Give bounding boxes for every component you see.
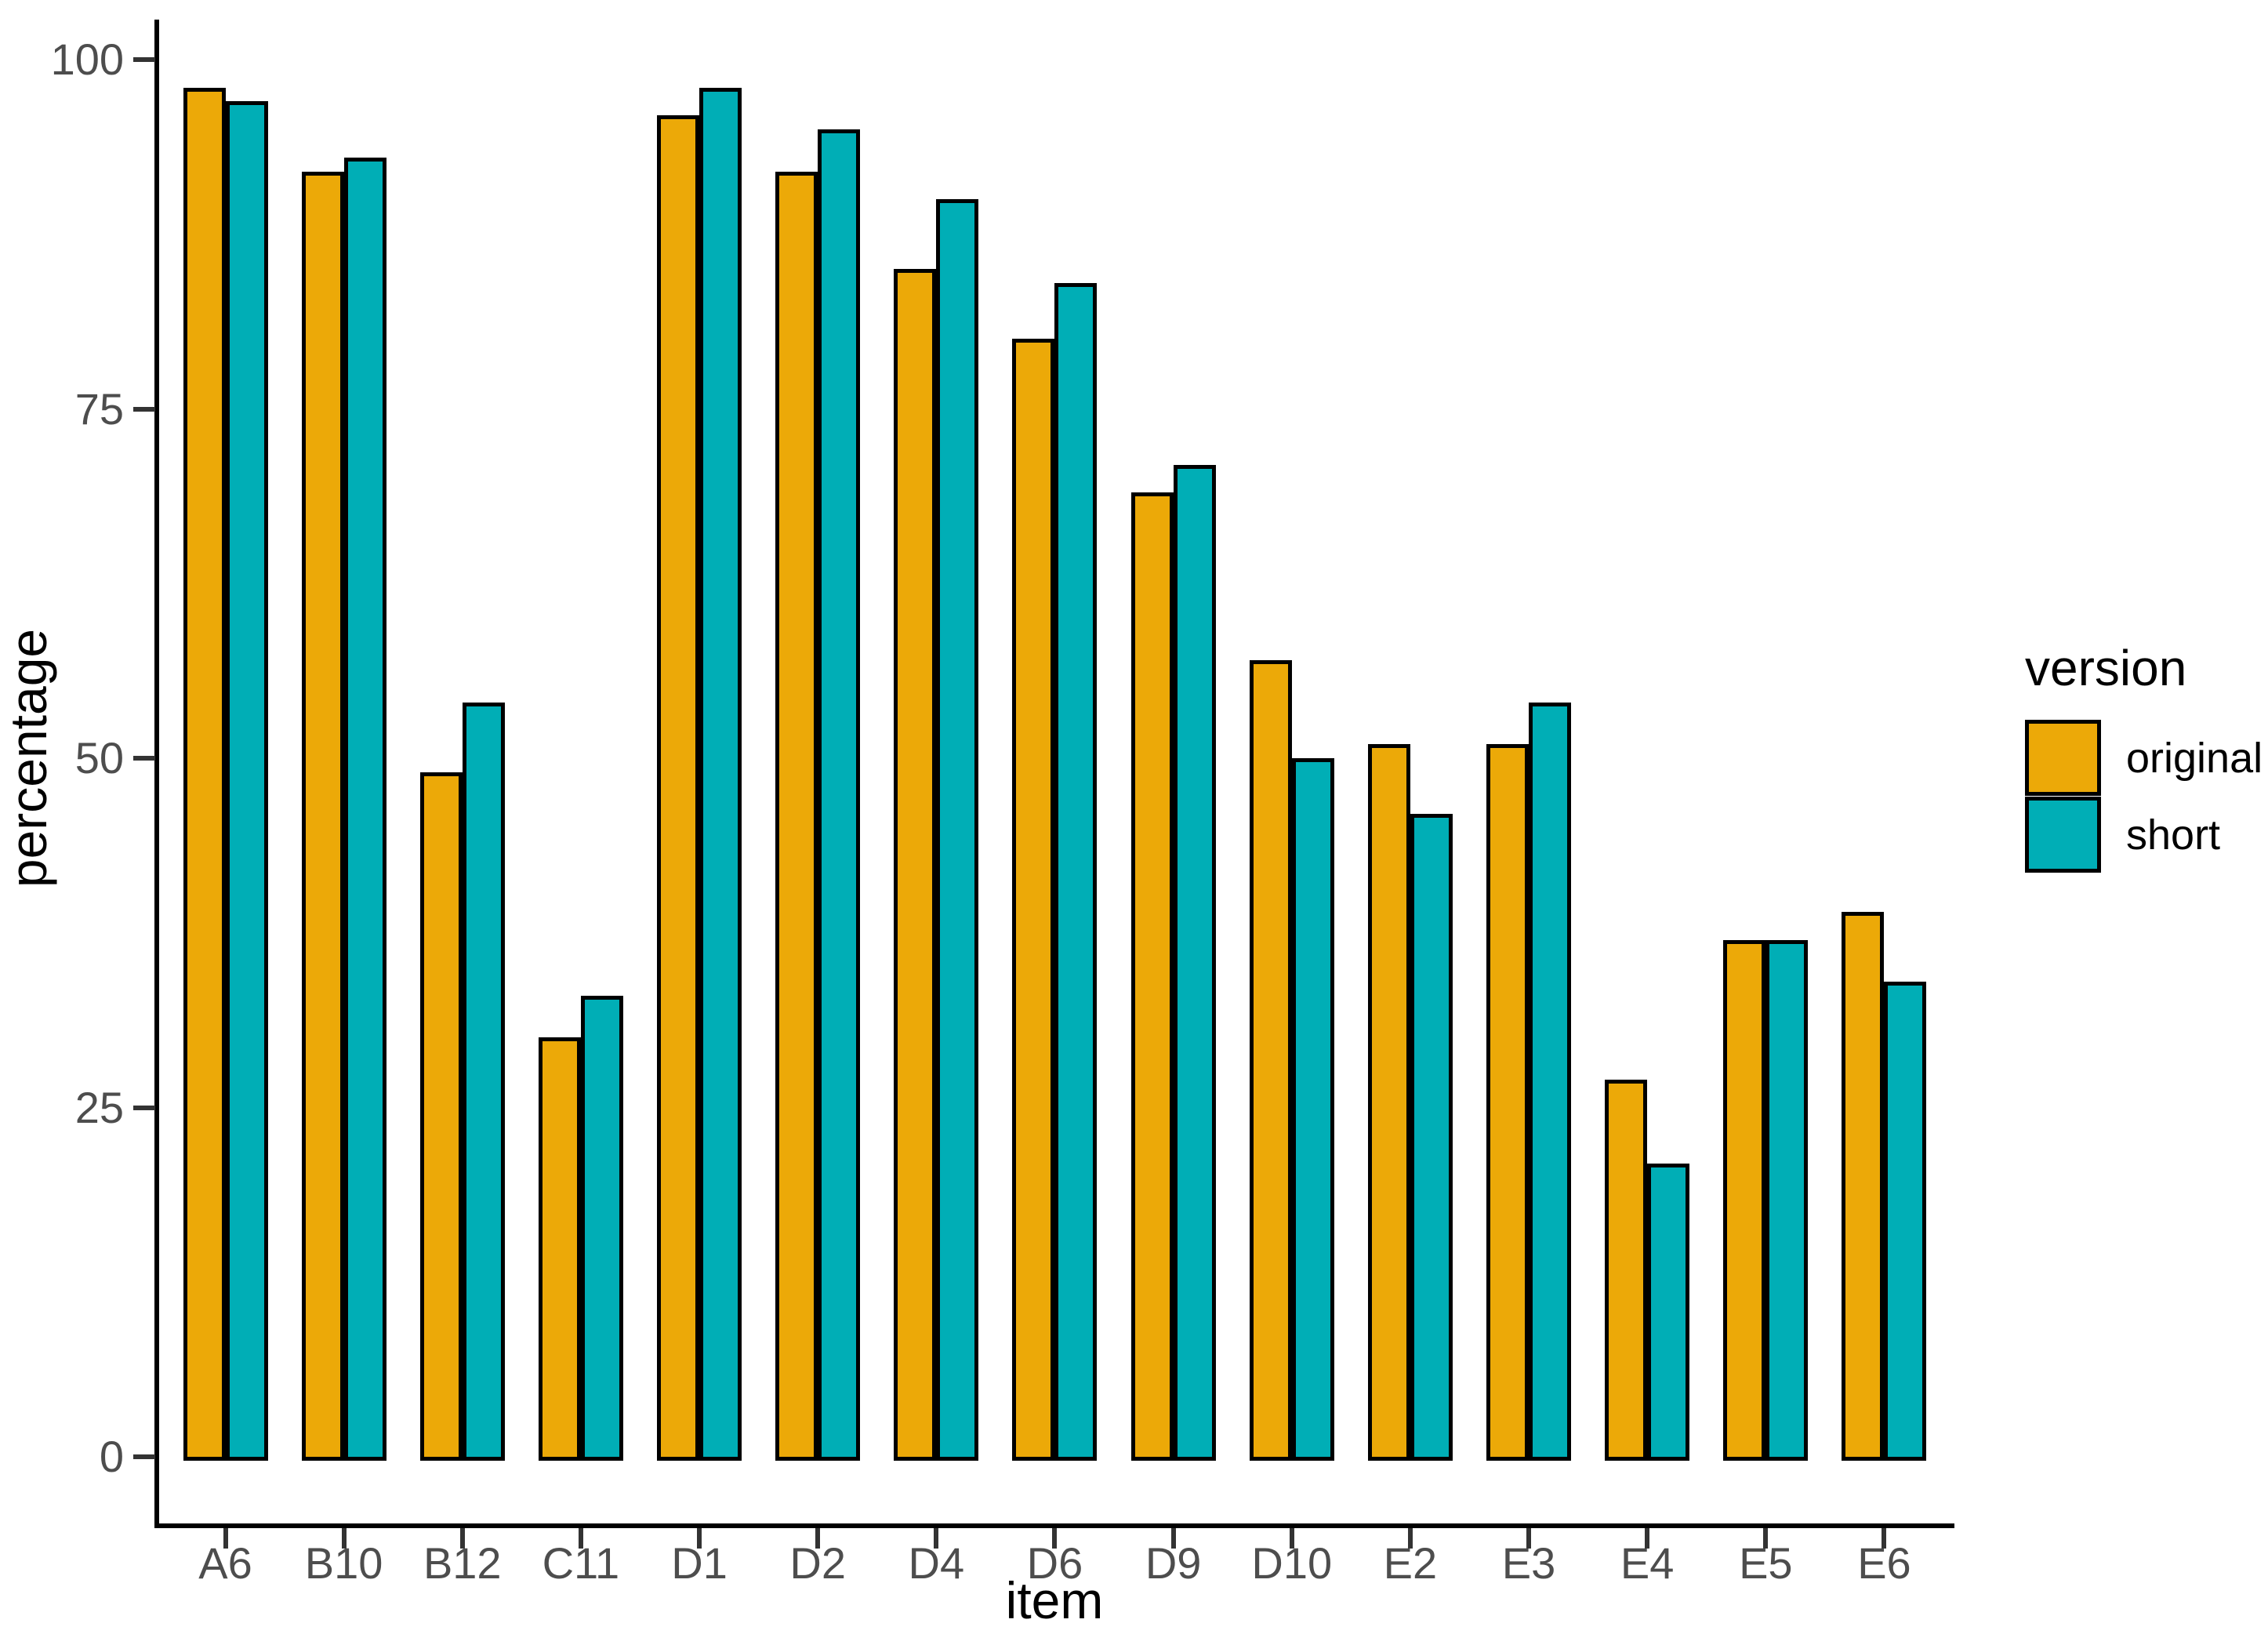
x-axis-line <box>154 1523 1954 1528</box>
x-tick-label: D9 <box>1145 1538 1202 1588</box>
bar-C11-short <box>580 995 623 1461</box>
bar-B12-short <box>462 702 505 1461</box>
bar-E5-short <box>1765 939 1809 1461</box>
legend-swatch-short <box>2025 796 2101 873</box>
x-tick-label: E6 <box>1857 1538 1911 1588</box>
y-tick-label: 0 <box>99 1432 124 1481</box>
bar-B10-original <box>301 171 344 1461</box>
bar-E3-original <box>1486 744 1530 1461</box>
x-tick-label: E4 <box>1620 1538 1675 1588</box>
bar-D4-short <box>936 199 979 1461</box>
legend-swatch-original <box>2025 720 2101 796</box>
x-tick-mark <box>1170 1528 1176 1549</box>
legend-label-short: short <box>2126 811 2221 859</box>
x-tick-label: E3 <box>1501 1538 1556 1588</box>
bar-D9-short <box>1173 464 1216 1461</box>
x-tick-label: B10 <box>304 1538 383 1588</box>
bar-E4-short <box>1647 1163 1690 1461</box>
bar-D6-short <box>1054 283 1098 1461</box>
bar-E2-short <box>1410 814 1453 1461</box>
x-tick-mark <box>223 1528 228 1549</box>
y-tick-mark <box>133 1105 155 1110</box>
bar-D9-original <box>1130 492 1174 1461</box>
bar-B10-short <box>343 157 386 1461</box>
x-tick-label: C11 <box>542 1538 620 1588</box>
x-tick-mark <box>697 1528 702 1549</box>
x-tick-label: B12 <box>423 1538 502 1588</box>
x-tick-mark <box>1289 1528 1294 1549</box>
bar-D6-original <box>1012 339 1055 1461</box>
legend-label-original: original <box>2126 735 2263 782</box>
x-tick-label: E2 <box>1383 1538 1438 1588</box>
y-tick-mark <box>133 756 155 761</box>
x-tick-mark <box>578 1528 583 1549</box>
bar-E2-original <box>1367 744 1410 1461</box>
x-tick-label: D10 <box>1251 1538 1333 1588</box>
x-axis-title: item <box>1005 1571 1104 1629</box>
x-tick-mark <box>815 1528 821 1549</box>
x-tick-label: D4 <box>908 1538 965 1588</box>
y-tick-label: 50 <box>74 733 124 783</box>
bar-E6-short <box>1884 982 1927 1461</box>
y-tick-mark <box>133 57 155 62</box>
x-tick-mark <box>1407 1528 1413 1549</box>
x-tick-mark <box>1763 1528 1769 1549</box>
y-tick-label: 75 <box>74 383 124 434</box>
bar-C11-original <box>538 1037 581 1461</box>
bar-E6-original <box>1842 912 1885 1461</box>
y-tick-mark <box>133 406 155 412</box>
bar-E5-original <box>1723 939 1766 1461</box>
x-tick-label: D1 <box>671 1538 728 1588</box>
legend-title: version <box>2025 640 2187 696</box>
bar-E4-original <box>1605 1079 1648 1461</box>
y-axis-title: percentage <box>0 628 57 888</box>
x-tick-mark <box>1645 1528 1650 1549</box>
bar-B12-original <box>419 772 463 1461</box>
x-tick-mark <box>1052 1528 1058 1549</box>
bar-D10-short <box>1291 758 1334 1461</box>
bar-D1-original <box>657 115 700 1461</box>
y-tick-mark <box>133 1454 155 1459</box>
x-tick-label: A6 <box>198 1538 252 1588</box>
bar-A6-original <box>183 87 226 1461</box>
bar-D4-original <box>894 269 937 1461</box>
bar-D1-short <box>699 87 742 1461</box>
x-tick-label: E5 <box>1739 1538 1793 1588</box>
x-tick-mark <box>1526 1528 1532 1549</box>
bar-D2-original <box>775 171 818 1461</box>
x-tick-mark <box>934 1528 939 1549</box>
x-tick-mark <box>341 1528 347 1549</box>
x-tick-mark <box>1882 1528 1887 1549</box>
bar-D2-short <box>818 129 861 1461</box>
x-tick-label: D2 <box>789 1538 846 1588</box>
y-tick-label: 100 <box>50 34 124 84</box>
x-tick-mark <box>459 1528 465 1549</box>
bar-A6-short <box>225 101 268 1461</box>
y-tick-label: 25 <box>74 1082 124 1132</box>
bar-D10-original <box>1249 660 1292 1461</box>
bar-E3-short <box>1529 702 1572 1461</box>
y-axis-line <box>154 20 159 1526</box>
x-tick-label: D6 <box>1026 1538 1083 1588</box>
